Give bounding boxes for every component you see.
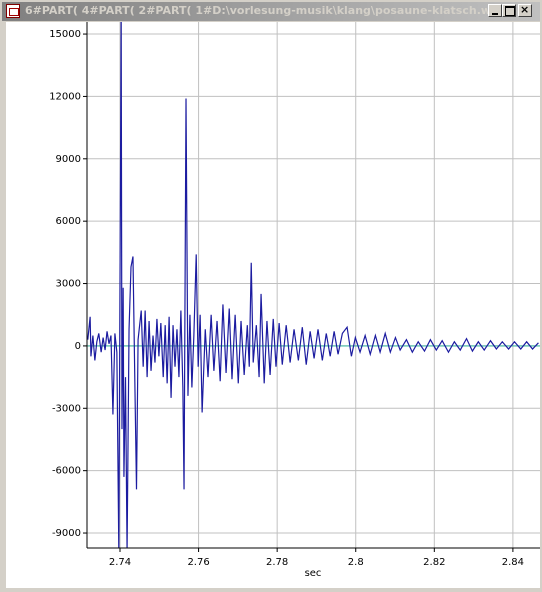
axes: -9000 -6000 -3000 0 3000 6000 9000 12000 15000 2.… [49, 22, 540, 568]
y-tick-label: 9000 [56, 154, 81, 165]
x-tick-label: 2.82 [423, 557, 445, 568]
chart: -9000 -6000 -3000 0 3000 6000 9000 12000 15000 2.… [49, 22, 540, 579]
grid [87, 22, 540, 548]
y-tick-label: 0 [75, 341, 81, 352]
client-area: -9000 -6000 -3000 0 3000 6000 9000 12000 15000 2.… [6, 22, 540, 588]
y-tick-label: 12000 [49, 91, 81, 102]
minimize-button[interactable] [488, 4, 502, 17]
window-title: 6#PART( 4#PART( 2#PART( 1#D:\vorlesung-m… [25, 4, 503, 17]
x-tick-label: 2.8 [348, 557, 364, 568]
maximize-button[interactable] [502, 4, 516, 17]
y-tick-label: -6000 [52, 466, 81, 477]
close-button[interactable]: × [518, 3, 532, 17]
y-tick-label: 6000 [56, 216, 81, 227]
window-icon[interactable] [6, 4, 20, 18]
x-tick-label: 2.84 [502, 557, 524, 568]
y-tick-label: 3000 [56, 279, 81, 290]
x-tick-label: 2.76 [187, 557, 209, 568]
y-tick-label: -9000 [52, 528, 81, 539]
x-tick-label: 2.74 [109, 557, 131, 568]
plot-area [87, 22, 540, 548]
y-tick-label: 15000 [49, 29, 81, 40]
title-bar: 6#PART( 4#PART( 2#PART( 1#D:\vorlesung-m… [2, 2, 540, 21]
series-line [87, 22, 539, 548]
x-tick-label: 2.78 [266, 557, 288, 568]
y-tick-label: -3000 [52, 403, 81, 414]
x-axis-label: sec [305, 568, 322, 579]
